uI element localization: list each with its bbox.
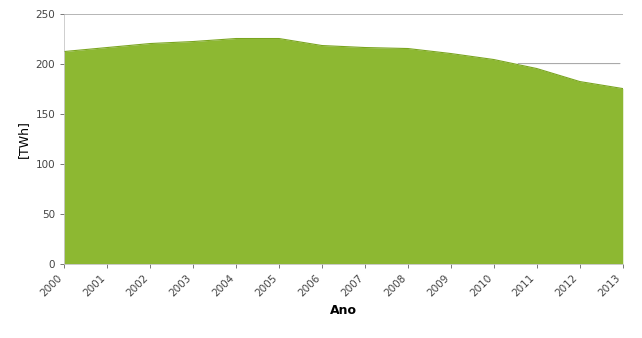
- X-axis label: Ano: Ano: [330, 304, 357, 317]
- Y-axis label: [TWh]: [TWh]: [17, 120, 30, 158]
